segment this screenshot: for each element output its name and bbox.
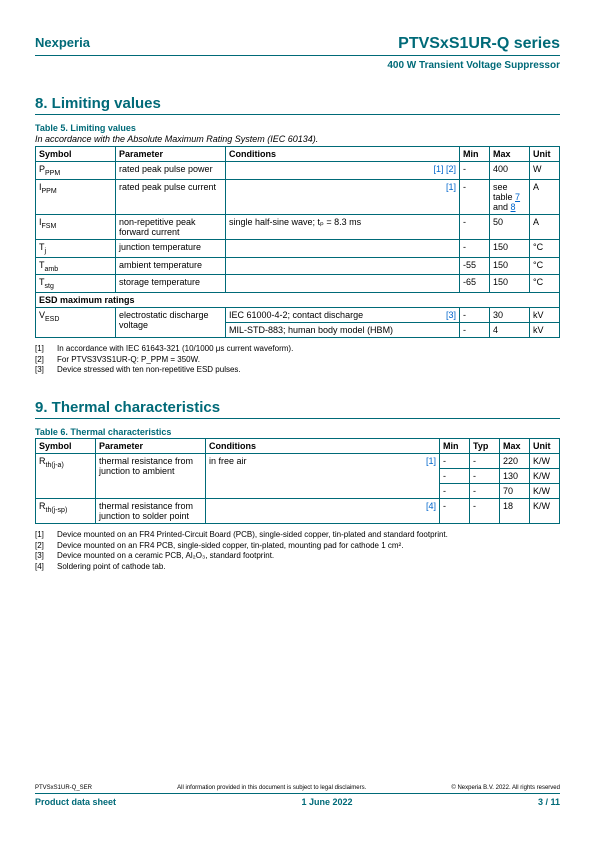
- table-5-subtitle: In accordance with the Absolute Maximum …: [35, 134, 560, 144]
- table-row: IFSM non-repetitive peak forward current…: [36, 214, 560, 239]
- footer-doc-id: PTVSxS1UR-Q_SER: [35, 785, 92, 791]
- table-row: Tstg storage temperature -65 150 °C: [36, 275, 560, 293]
- table-row: Rth(j-sp) thermal resistance from juncti…: [36, 499, 560, 524]
- table-5-title: Table 5. Limiting values: [35, 123, 560, 133]
- th-min: Min: [460, 147, 490, 162]
- thermal-table: Symbol Parameter Conditions Min Typ Max …: [35, 438, 560, 524]
- series-title: PTVSxS1UR-Q series: [398, 35, 560, 53]
- company-name: Nexperia: [35, 35, 90, 50]
- th-unit: Unit: [530, 439, 560, 454]
- th-min: Min: [440, 439, 470, 454]
- th-parameter: Parameter: [96, 439, 206, 454]
- footer-page-num: 3 / 11: [538, 797, 560, 807]
- table-row: PPPM rated peak pulse power [1] [2] - 40…: [36, 162, 560, 180]
- section-9-heading: 9. Thermal characteristics: [35, 399, 560, 419]
- footer-doc-type: Product data sheet: [35, 797, 116, 807]
- th-parameter: Parameter: [116, 147, 226, 162]
- section-8-notes: [1]In accordance with IEC 61643-321 (10/…: [35, 344, 560, 375]
- th-symbol: Symbol: [36, 439, 96, 454]
- footer-copyright: © Nexperia B.V. 2022. All rights reserve…: [451, 785, 560, 791]
- table-row: IPPM rated peak pulse current [1] - see …: [36, 179, 560, 214]
- table-row: Rth(j-a) thermal resistance from junctio…: [36, 454, 560, 469]
- th-conditions: Conditions: [206, 439, 440, 454]
- footer-date: 1 June 2022: [301, 797, 352, 807]
- limiting-values-table: Symbol Parameter Conditions Min Max Unit…: [35, 146, 560, 338]
- section-8-heading: 8. Limiting values: [35, 95, 560, 115]
- subtitle: 400 W Transient Voltage Suppressor: [35, 60, 560, 71]
- table-6-title: Table 6. Thermal characteristics: [35, 427, 560, 437]
- table-row: Tamb ambient temperature -55 150 °C: [36, 257, 560, 275]
- th-max: Max: [500, 439, 530, 454]
- th-conditions: Conditions: [226, 147, 460, 162]
- th-symbol: Symbol: [36, 147, 116, 162]
- section-9-notes: [1]Device mounted on an FR4 Printed-Circ…: [35, 530, 560, 572]
- th-typ: Typ: [470, 439, 500, 454]
- page-footer: PTVSxS1UR-Q_SER All information provided…: [35, 785, 560, 807]
- esd-heading-row: ESD maximum ratings: [36, 293, 560, 308]
- th-unit: Unit: [530, 147, 560, 162]
- table-row: Tj junction temperature - 150 °C: [36, 239, 560, 257]
- th-max: Max: [490, 147, 530, 162]
- page-header: Nexperia PTVSxS1UR-Q series: [35, 35, 560, 56]
- footer-disclaimer: All information provided in this documen…: [177, 785, 366, 791]
- table-row: VESD electrostatic discharge voltage IEC…: [36, 308, 560, 323]
